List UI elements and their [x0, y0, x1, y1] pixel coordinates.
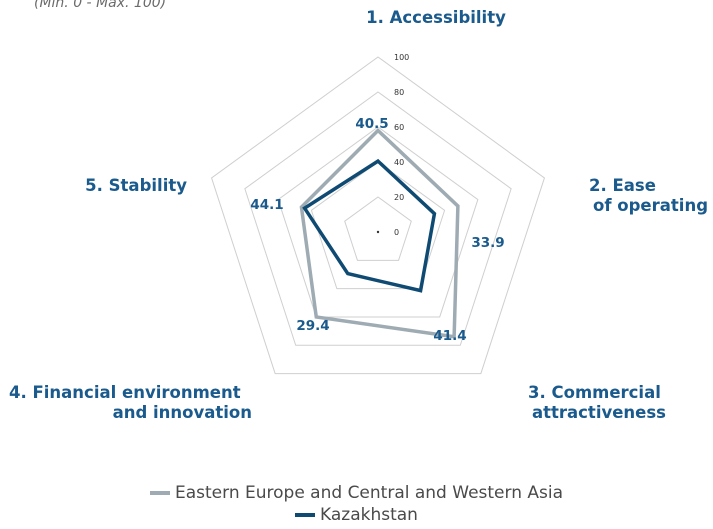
grid-ring-40	[310, 161, 446, 290]
axis-title-2-line-1: 2. Ease	[589, 176, 656, 195]
chart-legend: Eastern Europe and Central and Western A…	[0, 482, 713, 526]
grid-ring-20	[344, 196, 412, 261]
axis-title-4-line-1: 4. Financial environment	[9, 383, 241, 402]
legend-item-kazakhstan: Kazakhstan	[0, 504, 713, 526]
legend-label-region: Eastern Europe and Central and Western A…	[174, 483, 564, 503]
axis-title-4-line-2: and innovation	[113, 403, 252, 422]
value-label-5: 44.1	[250, 197, 283, 213]
legend-swatch-region	[149, 491, 170, 495]
legend-item-region: Eastern Europe and Central and Western A…	[0, 482, 713, 504]
grid-center	[376, 230, 380, 234]
axis-title-3-line-2: attractiveness	[532, 403, 666, 422]
legend-label-kazakhstan: Kazakhstan	[320, 505, 418, 525]
axis-title-2-line-2: of operating	[593, 196, 708, 215]
grid-ring-60	[277, 126, 479, 318]
tick-label-20: 20	[394, 193, 404, 202]
axis-title-3-line-1: 3. Commercial	[528, 383, 661, 402]
radar-value-labels: 40.5 33.9 41.4 29.4 44.1	[250, 116, 504, 344]
series-0-polygon	[299, 128, 460, 339]
value-label-4: 29.4	[296, 318, 329, 334]
radar-series	[299, 128, 460, 339]
tick-label-60: 60	[394, 123, 404, 132]
tick-label-80: 80	[394, 88, 404, 97]
tick-label-0: 0	[394, 228, 399, 237]
radar-tick-labels: 0 20 40 60 80 100	[394, 53, 409, 237]
tick-label-100: 100	[394, 53, 409, 62]
value-label-2: 33.9	[471, 235, 504, 251]
value-label-1: 40.5	[355, 116, 388, 132]
axis-title-1-line-1: 1. Accessibility	[366, 8, 506, 27]
chart-subtitle: (Min. 0 - Max. 100)	[34, 0, 167, 11]
tick-label-40: 40	[394, 158, 404, 167]
grid-ring-80	[244, 91, 512, 346]
series-1-polygon	[302, 158, 437, 293]
grid-ring-100	[210, 56, 546, 375]
value-label-3: 41.4	[433, 328, 466, 344]
axis-title-5-line-1: 5. Stability	[85, 176, 187, 195]
radar-grid	[210, 56, 546, 375]
legend-swatch-kazakhstan	[295, 513, 316, 517]
